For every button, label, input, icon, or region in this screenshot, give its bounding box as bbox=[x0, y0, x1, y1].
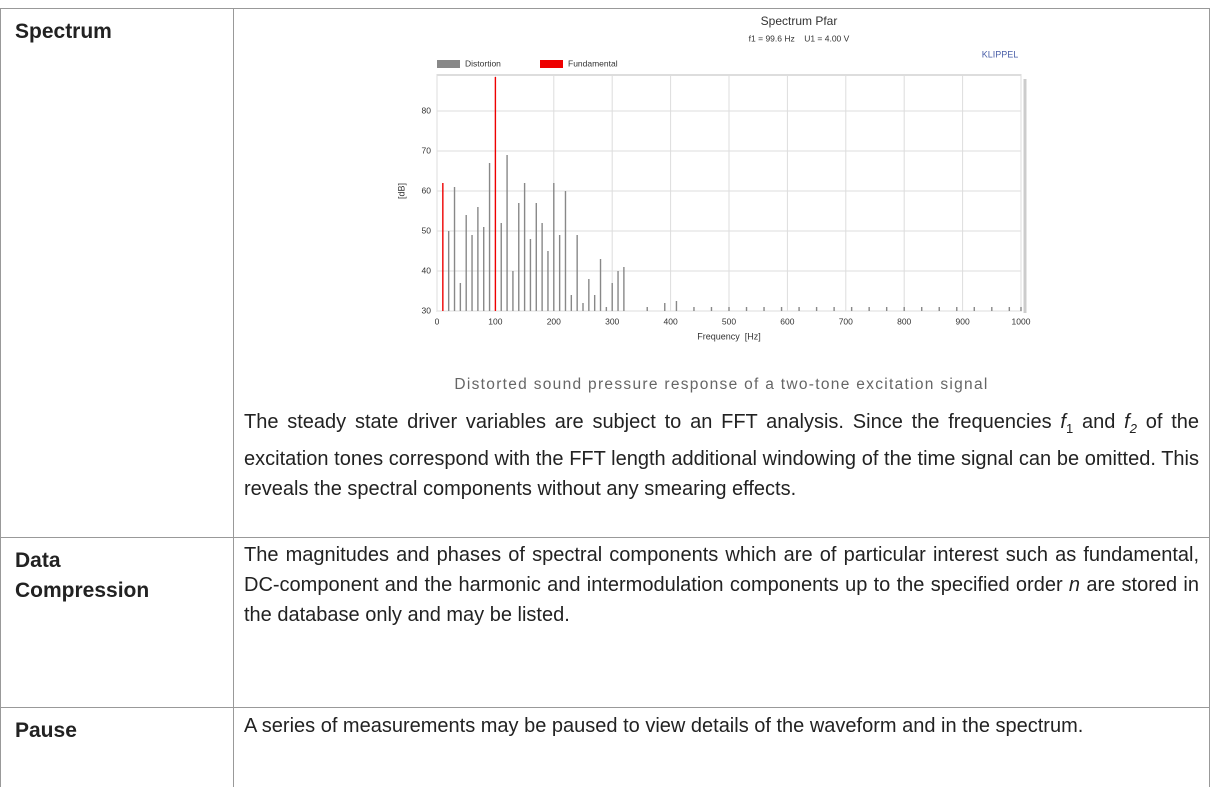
row-label: Pause bbox=[15, 719, 77, 742]
text: and bbox=[1073, 411, 1125, 433]
symbol: f bbox=[1060, 411, 1066, 433]
x-tick-label: 500 bbox=[722, 316, 736, 326]
text: The steady state driver variables are su… bbox=[244, 411, 1061, 433]
x-tick-label: 400 bbox=[664, 316, 678, 326]
x-tick-label: 700 bbox=[839, 316, 853, 326]
y-axis-label: [dB] bbox=[396, 183, 406, 199]
row-label-cell: Data Compression bbox=[0, 537, 234, 707]
x-tick-label: 100 bbox=[488, 316, 502, 326]
legend-swatch bbox=[437, 60, 460, 68]
subscript: 1 bbox=[1065, 421, 1074, 436]
paragraph: The steady state driver variables are su… bbox=[244, 407, 1199, 504]
symbol: f bbox=[1124, 411, 1130, 433]
x-tick-label: 800 bbox=[897, 316, 911, 326]
y-tick-label: 80 bbox=[422, 105, 432, 115]
y-tick-label: 60 bbox=[422, 185, 432, 195]
text: of the excitation tones correspond with … bbox=[244, 411, 1199, 500]
x-axis-label: Frequency [Hz] bbox=[697, 331, 761, 341]
row-label-cell: Spectrum bbox=[0, 8, 234, 537]
symbol: n bbox=[1068, 574, 1081, 596]
chart: Spectrum Pfar f1 = 99.6 Hz U1 = 4.00 V K… bbox=[396, 14, 1031, 341]
y-tick-label: 70 bbox=[422, 145, 432, 155]
x-tick-label: 0 bbox=[435, 316, 440, 326]
legend-swatch bbox=[540, 60, 563, 68]
paragraph: The magnitudes and phases of spectral co… bbox=[244, 540, 1199, 630]
x-tick-label: 900 bbox=[956, 316, 970, 326]
x-tick-label: 200 bbox=[547, 316, 561, 326]
text: are stored in the database only and may … bbox=[244, 574, 1199, 626]
row-label: Spectrum bbox=[15, 20, 112, 43]
chart-subtitle: f1 = 99.6 Hz U1 = 4.00 V bbox=[749, 33, 850, 43]
legend-label: Distortion bbox=[465, 58, 501, 68]
legend-label: Fundamental bbox=[568, 58, 618, 68]
text: A series of measurements may be paused t… bbox=[244, 715, 1084, 737]
x-tick-label: 1000 bbox=[1012, 316, 1031, 326]
y-tick-label: 40 bbox=[422, 265, 432, 275]
row-label: Data Compression bbox=[15, 549, 150, 602]
row-content-cell: A series of measurements may be paused t… bbox=[234, 707, 1210, 787]
chart-title: Spectrum Pfar bbox=[761, 14, 838, 28]
row-content-cell: Spectrum Pfar f1 = 99.6 Hz U1 = 4.00 V K… bbox=[234, 8, 1210, 537]
x-tick-label: 300 bbox=[605, 316, 619, 326]
paragraph: A series of measurements may be paused t… bbox=[244, 711, 1199, 741]
subscript: 2 bbox=[1129, 421, 1137, 436]
y-tick-label: 50 bbox=[422, 225, 432, 235]
y-tick-label: 30 bbox=[422, 305, 432, 315]
row-label-cell: Pause bbox=[0, 707, 234, 787]
watermark: KLIPPEL bbox=[982, 49, 1019, 59]
figure-caption: Distorted sound pressure response of a t… bbox=[454, 376, 989, 393]
row-content-cell: The magnitudes and phases of spectral co… bbox=[234, 537, 1210, 707]
text: The magnitudes and phases of spectral co… bbox=[244, 544, 1199, 596]
x-tick-label: 600 bbox=[780, 316, 794, 326]
